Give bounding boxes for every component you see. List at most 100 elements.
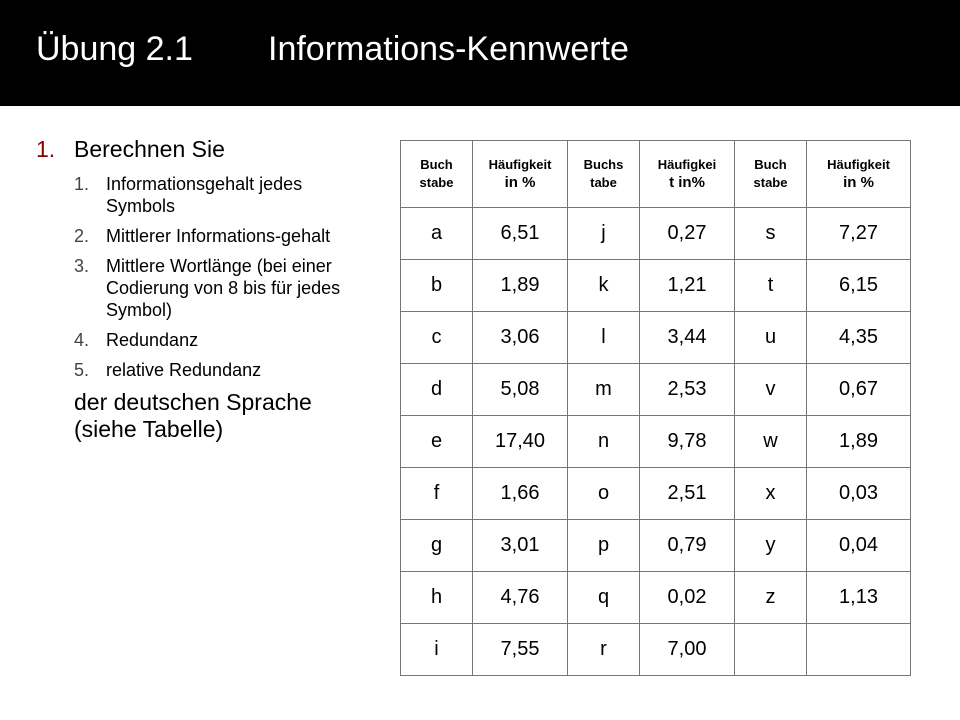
frequency-cell: 3,01: [472, 519, 568, 572]
frequency-cell: 0,03: [806, 467, 911, 520]
subtask-text: relative Redundanz: [106, 360, 262, 380]
table-header-row: Buch stabe Häufigkeit in % Buchs tabe Häufigke…: [400, 140, 911, 208]
main-task-label: Berechnen Sie: [74, 136, 225, 162]
letter-cell: r: [567, 623, 640, 676]
main-task: 1. Berechnen Sie: [36, 136, 376, 163]
column-header: Buchs tabe: [567, 140, 640, 208]
frequency-cell: 6,15: [806, 259, 911, 312]
subtask-number: 5.: [74, 360, 90, 380]
letter-cell: t: [734, 259, 807, 312]
subtask-item: 4. Redundanz: [74, 329, 376, 351]
frequency-cell: 4,76: [472, 571, 568, 624]
subtask-number: 4.: [74, 330, 90, 350]
table-row: h 4,76 q 0,02 z 1,13: [400, 571, 911, 624]
table-row: f 1,66 o 2,51 x 0,03: [400, 467, 911, 520]
letter-cell: j: [567, 207, 640, 260]
frequency-cell: [806, 623, 911, 676]
letter-cell: z: [734, 571, 807, 624]
column-header: Häufigkeit in %: [472, 140, 568, 208]
letter-cell: v: [734, 363, 807, 416]
frequency-cell: 3,06: [472, 311, 568, 364]
frequency-cell: 0,27: [639, 207, 735, 260]
table-body: a 6,51 j 0,27 s 7,27 b 1,89 k 1,21 t 6,15 c 3,06 l 3,44…: [400, 207, 911, 676]
frequency-cell: 0,79: [639, 519, 735, 572]
letter-cell: k: [567, 259, 640, 312]
letter-cell: n: [567, 415, 640, 468]
letter-cell: c: [400, 311, 473, 364]
frequency-cell: 2,53: [639, 363, 735, 416]
letter-cell: x: [734, 467, 807, 520]
subtask-text: Mittlerer Informations-gehalt: [106, 226, 331, 246]
letter-cell: a: [400, 207, 473, 260]
table-row: e 17,40 n 9,78 w 1,89: [400, 415, 911, 468]
letter-cell: b: [400, 259, 473, 312]
frequency-cell: 4,35: [806, 311, 911, 364]
table-row: b 1,89 k 1,21 t 6,15: [400, 259, 911, 312]
frequency-cell: 17,40: [472, 415, 568, 468]
column-header-line2: tabe: [590, 175, 617, 190]
letter-cell: [734, 623, 807, 676]
letter-cell: u: [734, 311, 807, 364]
frequency-cell: 0,02: [639, 571, 735, 624]
letter-cell: o: [567, 467, 640, 520]
subtask-number: 2.: [74, 226, 90, 246]
column-header-line2: in %: [504, 174, 536, 191]
frequency-cell: 2,51: [639, 467, 735, 520]
column-header-line2: in %: [843, 174, 874, 191]
column-header: Häufigkei t in%: [639, 140, 735, 208]
letter-cell: f: [400, 467, 473, 520]
column-header-line1: Buchs: [583, 157, 624, 172]
subtask-text: Informationsgehalt jedes Symbols: [106, 174, 303, 216]
frequency-table: Buch stabe Häufigkeit in % Buchs tabe Häufigke…: [400, 140, 911, 676]
letter-cell: w: [734, 415, 807, 468]
frequency-cell: 7,55: [472, 623, 568, 676]
subtask-wrapper: 1. Informationsgehalt jedes Symbols 2. Mitt…: [36, 173, 376, 381]
column-header: Häufigkeit in %: [806, 140, 911, 208]
frequency-cell: 0,67: [806, 363, 911, 416]
main-task-number: 1.: [36, 136, 56, 162]
column-header-line1: Buch: [420, 157, 453, 172]
column-header-line2: stabe: [419, 175, 454, 190]
exercise-number: Übung 2.1: [36, 30, 193, 68]
column-header-line1: Buch: [754, 157, 787, 172]
frequency-cell: 3,44: [639, 311, 735, 364]
frequency-cell: 7,27: [806, 207, 911, 260]
subtask-list: 1. Informationsgehalt jedes Symbols 2. Mitt…: [74, 173, 376, 381]
task-closing-text: der deutschen Sprache (siehe Tabelle): [74, 389, 312, 442]
frequency-cell: 7,00: [639, 623, 735, 676]
subtask-item: 5. relative Redundanz: [74, 359, 376, 381]
column-header-line2: stabe: [753, 175, 788, 190]
subtask-text: Redundanz: [106, 330, 199, 350]
column-header-line1: Häufigkei: [657, 157, 717, 172]
title-bar: Übung 2.1 Informations-Kennwerte: [0, 0, 960, 106]
letter-cell: h: [400, 571, 473, 624]
subtask-item: 2. Mittlerer Informations-gehalt: [74, 225, 376, 247]
letter-cell: l: [567, 311, 640, 364]
page-title: Informations-Kennwerte: [268, 30, 629, 68]
frequency-cell: 1,89: [806, 415, 911, 468]
subtask-item: 3. Mittlere Wortlänge (bei einer Codierun…: [74, 255, 376, 321]
frequency-cell: 1,89: [472, 259, 568, 312]
subtask-number: 1.: [74, 174, 90, 194]
letter-cell: g: [400, 519, 473, 572]
letter-cell: d: [400, 363, 473, 416]
frequency-cell: 1,66: [472, 467, 568, 520]
table-row: i 7,55 r 7,00: [400, 623, 911, 676]
frequency-cell: 1,21: [639, 259, 735, 312]
letter-cell: s: [734, 207, 807, 260]
letter-cell: e: [400, 415, 473, 468]
column-header: Buch stabe: [400, 140, 473, 208]
table-row: d 5,08 m 2,53 v 0,67: [400, 363, 911, 416]
subtask-text: Mittlere Wortlänge (bei einer Codierung …: [106, 256, 341, 320]
task-list: 1. Berechnen Sie 1. Informationsgehalt je…: [36, 136, 376, 443]
table-row: a 6,51 j 0,27 s 7,27: [400, 207, 911, 260]
frequency-cell: 0,04: [806, 519, 911, 572]
frequency-cell: 1,13: [806, 571, 911, 624]
frequency-cell: 6,51: [472, 207, 568, 260]
column-header-line1: Häufigkeit: [827, 157, 890, 172]
subtask-item: 1. Informationsgehalt jedes Symbols: [74, 173, 376, 217]
letter-cell: y: [734, 519, 807, 572]
letter-cell: p: [567, 519, 640, 572]
table-row: c 3,06 l 3,44 u 4,35: [400, 311, 911, 364]
column-header: Buch stabe: [734, 140, 807, 208]
